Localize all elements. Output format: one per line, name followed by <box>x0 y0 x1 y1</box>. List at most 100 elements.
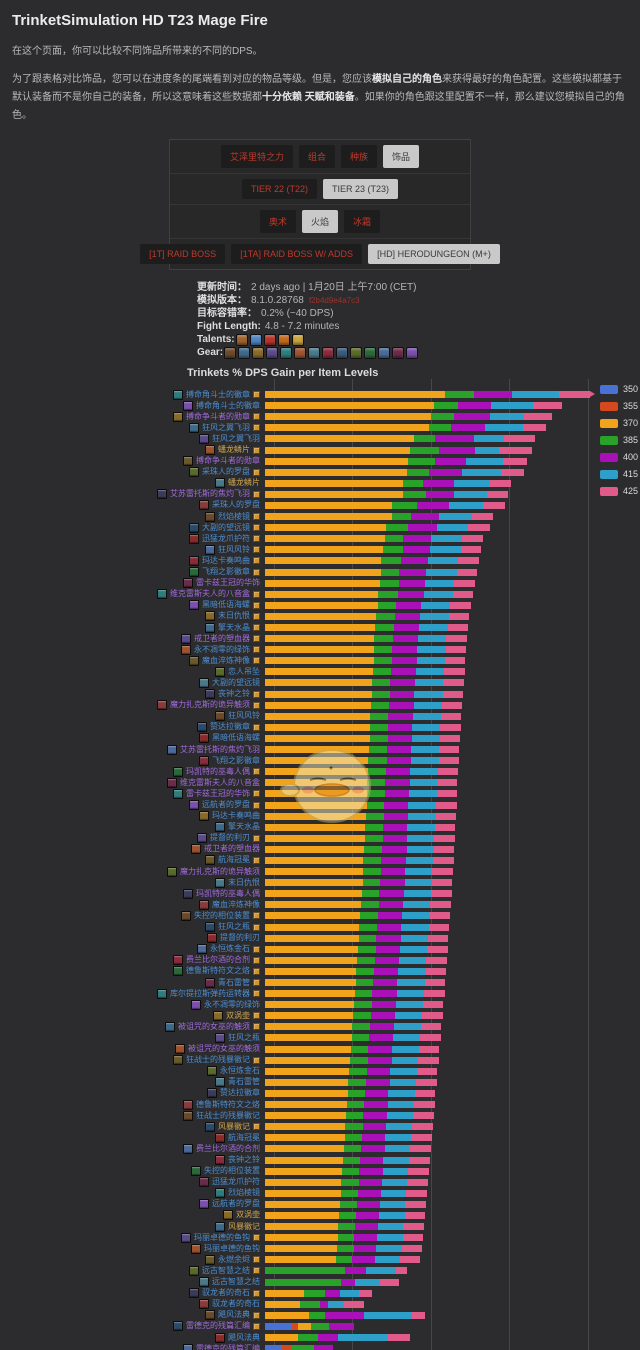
bar-segment-ilvl-370[interactable] <box>265 912 361 920</box>
trinket-icon[interactable] <box>183 1110 193 1121</box>
bar-segment-ilvl-415[interactable] <box>426 568 457 576</box>
bar-segment-ilvl-400[interactable] <box>368 1045 393 1053</box>
trinket-name-link[interactable]: 青石雷管 <box>228 1077 260 1087</box>
stacked-bar[interactable] <box>265 890 452 898</box>
bar-segment-ilvl-425[interactable] <box>403 1223 424 1231</box>
stacked-bar[interactable] <box>265 823 456 831</box>
bar-segment-ilvl-400[interactable] <box>399 568 427 576</box>
bar-segment-ilvl-385[interactable] <box>359 923 378 931</box>
trinket-icon[interactable] <box>173 411 183 422</box>
db-badge-icon[interactable] <box>253 690 260 698</box>
trinket-icon[interactable] <box>191 844 201 855</box>
bar-segment-ilvl-415[interactable] <box>473 435 505 443</box>
bar-segment-ilvl-425[interactable] <box>405 1200 426 1208</box>
bar-segment-ilvl-400[interactable] <box>388 712 414 720</box>
trinket-icon[interactable] <box>199 1277 209 1288</box>
db-badge-icon[interactable] <box>253 424 260 432</box>
bar-segment-ilvl-385[interactable] <box>353 1012 371 1020</box>
bar-segment-ilvl-385[interactable] <box>298 1334 319 1342</box>
trinket-name-link[interactable]: 双涡壶 <box>226 1010 250 1020</box>
bar-segment-ilvl-425[interactable] <box>358 1289 373 1297</box>
bar-segment-ilvl-425[interactable] <box>411 1311 426 1319</box>
trinket-icon[interactable] <box>223 1210 233 1221</box>
stacked-bar[interactable] <box>265 579 475 587</box>
stacked-bar[interactable] <box>265 546 481 554</box>
bar-segment-ilvl-370[interactable] <box>265 1112 347 1120</box>
bar-segment-ilvl-370[interactable] <box>265 635 375 643</box>
bar-segment-ilvl-425[interactable] <box>460 546 481 554</box>
db-badge-icon[interactable] <box>253 546 260 554</box>
bar-segment-ilvl-415[interactable] <box>411 746 440 754</box>
bar-segment-ilvl-425[interactable] <box>436 801 457 809</box>
db-badge-icon[interactable] <box>253 1267 260 1275</box>
legend-item[interactable]: 415 <box>600 469 638 479</box>
bar-segment-ilvl-370[interactable] <box>265 612 376 620</box>
trinket-name-link[interactable]: 飓风法典 <box>218 1310 250 1320</box>
stacked-bar[interactable] <box>265 624 469 632</box>
db-badge-icon[interactable] <box>253 990 260 998</box>
trinket-name-link[interactable]: 飓风法典 <box>228 1332 260 1342</box>
db-badge-icon[interactable] <box>253 557 260 565</box>
item-icon[interactable] <box>266 347 279 359</box>
bar-segment-ilvl-370[interactable] <box>297 1322 311 1330</box>
item-icon[interactable] <box>252 347 265 359</box>
bar-segment-ilvl-400[interactable] <box>376 934 401 942</box>
bar-segment-ilvl-425[interactable] <box>388 1334 410 1342</box>
bar-segment-ilvl-370[interactable] <box>265 490 403 498</box>
bar-segment-ilvl-400[interactable] <box>373 967 399 975</box>
bar-segment-ilvl-425[interactable] <box>439 734 461 742</box>
bar-segment-ilvl-415[interactable] <box>439 513 472 521</box>
bar-segment-ilvl-385[interactable] <box>371 690 390 698</box>
bar-segment-ilvl-385[interactable] <box>366 790 385 798</box>
bar-segment-ilvl-425[interactable] <box>471 513 493 521</box>
bar-segment-ilvl-425[interactable] <box>409 1156 430 1164</box>
bar-segment-ilvl-400[interactable] <box>359 1167 383 1175</box>
trinket-icon[interactable] <box>207 1066 217 1077</box>
db-badge-icon[interactable] <box>253 413 260 421</box>
trinket-name-link[interactable]: 恋人吊坠 <box>228 666 260 676</box>
bar-segment-ilvl-425[interactable] <box>426 956 447 964</box>
bar-segment-ilvl-425[interactable] <box>417 1067 438 1075</box>
bar-segment-ilvl-415[interactable] <box>391 1056 419 1064</box>
trinket-name-link[interactable]: 驭龙者的奇石 <box>202 1288 250 1298</box>
trinket-name-link[interactable]: 费兰比尔酒的合剂 <box>196 1143 260 1153</box>
bar-segment-ilvl-385[interactable] <box>413 435 436 443</box>
bar-segment-ilvl-400[interactable] <box>394 612 420 620</box>
stacked-bar[interactable] <box>265 457 527 465</box>
filter-button[interactable]: TIER 23 (T23) <box>323 179 399 199</box>
stacked-bar[interactable] <box>265 1112 434 1120</box>
db-badge-icon[interactable] <box>253 801 260 809</box>
trinket-icon[interactable] <box>199 755 209 766</box>
stacked-bar[interactable] <box>265 1123 433 1131</box>
trinket-icon[interactable] <box>199 1177 209 1188</box>
bar-segment-ilvl-370[interactable] <box>265 879 363 887</box>
trinket-icon[interactable] <box>191 1243 201 1254</box>
bar-segment-ilvl-400[interactable] <box>325 1289 341 1297</box>
legend-item[interactable]: 355 <box>600 401 638 411</box>
bar-segment-ilvl-370[interactable] <box>265 1311 309 1319</box>
item-icon[interactable] <box>277 334 290 346</box>
bar-segment-ilvl-400[interactable] <box>355 1223 378 1231</box>
bar-segment-ilvl-400[interactable] <box>391 668 416 676</box>
bar-segment-ilvl-400[interactable] <box>366 1078 390 1086</box>
trinket-name-link[interactable]: 风暴徽记 <box>228 1221 260 1231</box>
bar-segment-ilvl-370[interactable] <box>265 746 369 754</box>
bar-segment-ilvl-425[interactable] <box>425 967 447 975</box>
bar-segment-ilvl-425[interactable] <box>410 1145 431 1153</box>
bar-segment-ilvl-400[interactable] <box>372 990 397 998</box>
trinket-name-link[interactable]: 雷卡兹王冠的华饰 <box>196 578 260 588</box>
stacked-bar[interactable] <box>265 690 463 698</box>
bar-segment-ilvl-425[interactable] <box>456 568 478 576</box>
trinket-name-link[interactable]: 飞翔之影徽章 <box>212 755 260 765</box>
bar-segment-ilvl-425[interactable] <box>424 990 445 998</box>
bar-segment-ilvl-385[interactable] <box>384 535 404 543</box>
trinket-icon[interactable] <box>199 677 209 688</box>
bar-segment-ilvl-400[interactable] <box>428 468 463 476</box>
bar-segment-ilvl-370[interactable] <box>265 513 392 521</box>
trinket-icon[interactable] <box>183 888 193 899</box>
stacked-bar[interactable] <box>265 446 532 454</box>
bar-segment-ilvl-385[interactable] <box>340 1189 358 1197</box>
db-badge-icon[interactable] <box>253 956 260 964</box>
bar-segment-ilvl-385[interactable] <box>346 1112 364 1120</box>
item-icon[interactable] <box>294 347 307 359</box>
